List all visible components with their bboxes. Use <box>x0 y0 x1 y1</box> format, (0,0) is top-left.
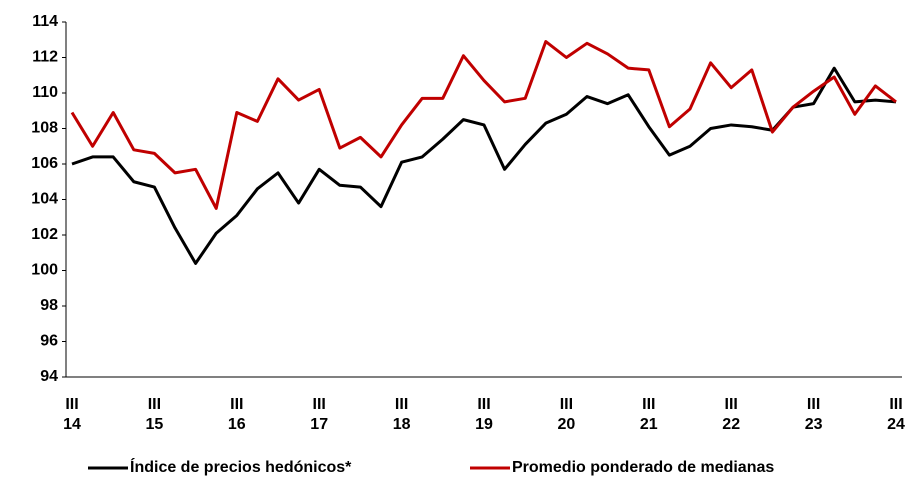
x-tick-label: 23 <box>805 416 823 433</box>
x-tick-label: III <box>230 396 243 413</box>
series-line <box>71 66 897 265</box>
x-tick-label: 17 <box>310 416 328 433</box>
x-tick-label: III <box>477 396 490 413</box>
y-tick-label: 104 <box>31 191 58 208</box>
x-tick-label: 20 <box>558 416 576 433</box>
y-tick-label: 106 <box>31 155 58 172</box>
x-tick-label: III <box>313 396 326 413</box>
x-tick-label: III <box>148 396 161 413</box>
x-tick-label: 16 <box>228 416 246 433</box>
legend-label: Índice de precios hedónicos* <box>130 457 352 476</box>
x-tick-label: III <box>889 396 902 413</box>
legend-label: Promedio ponderado de medianas <box>512 459 774 476</box>
x-tick-label: III <box>725 396 738 413</box>
y-tick-label: 110 <box>32 84 58 101</box>
x-tick-label: 15 <box>146 416 164 433</box>
y-tick-label: 114 <box>32 13 58 30</box>
y-tick-label: 102 <box>31 226 58 243</box>
y-tick-label: 100 <box>31 262 58 279</box>
x-tick-label: 22 <box>722 416 740 433</box>
y-tick-label: 108 <box>31 120 58 137</box>
x-tick-label: III <box>395 396 408 413</box>
x-tick-label: 18 <box>393 416 411 433</box>
y-tick-label: 94 <box>40 368 58 385</box>
series-line <box>70 40 897 210</box>
x-tick-label: III <box>560 396 573 413</box>
y-tick-label: 112 <box>32 49 58 66</box>
x-tick-label: 24 <box>887 416 905 433</box>
y-tick-label: 96 <box>40 333 58 350</box>
x-tick-label: 21 <box>640 416 658 433</box>
x-tick-label: III <box>807 396 820 413</box>
y-tick-label: 98 <box>40 297 58 314</box>
x-tick-label: 19 <box>475 416 493 433</box>
x-tick-label: III <box>65 396 78 413</box>
x-tick-label: III <box>642 396 655 413</box>
x-tick-label: 14 <box>63 416 81 433</box>
